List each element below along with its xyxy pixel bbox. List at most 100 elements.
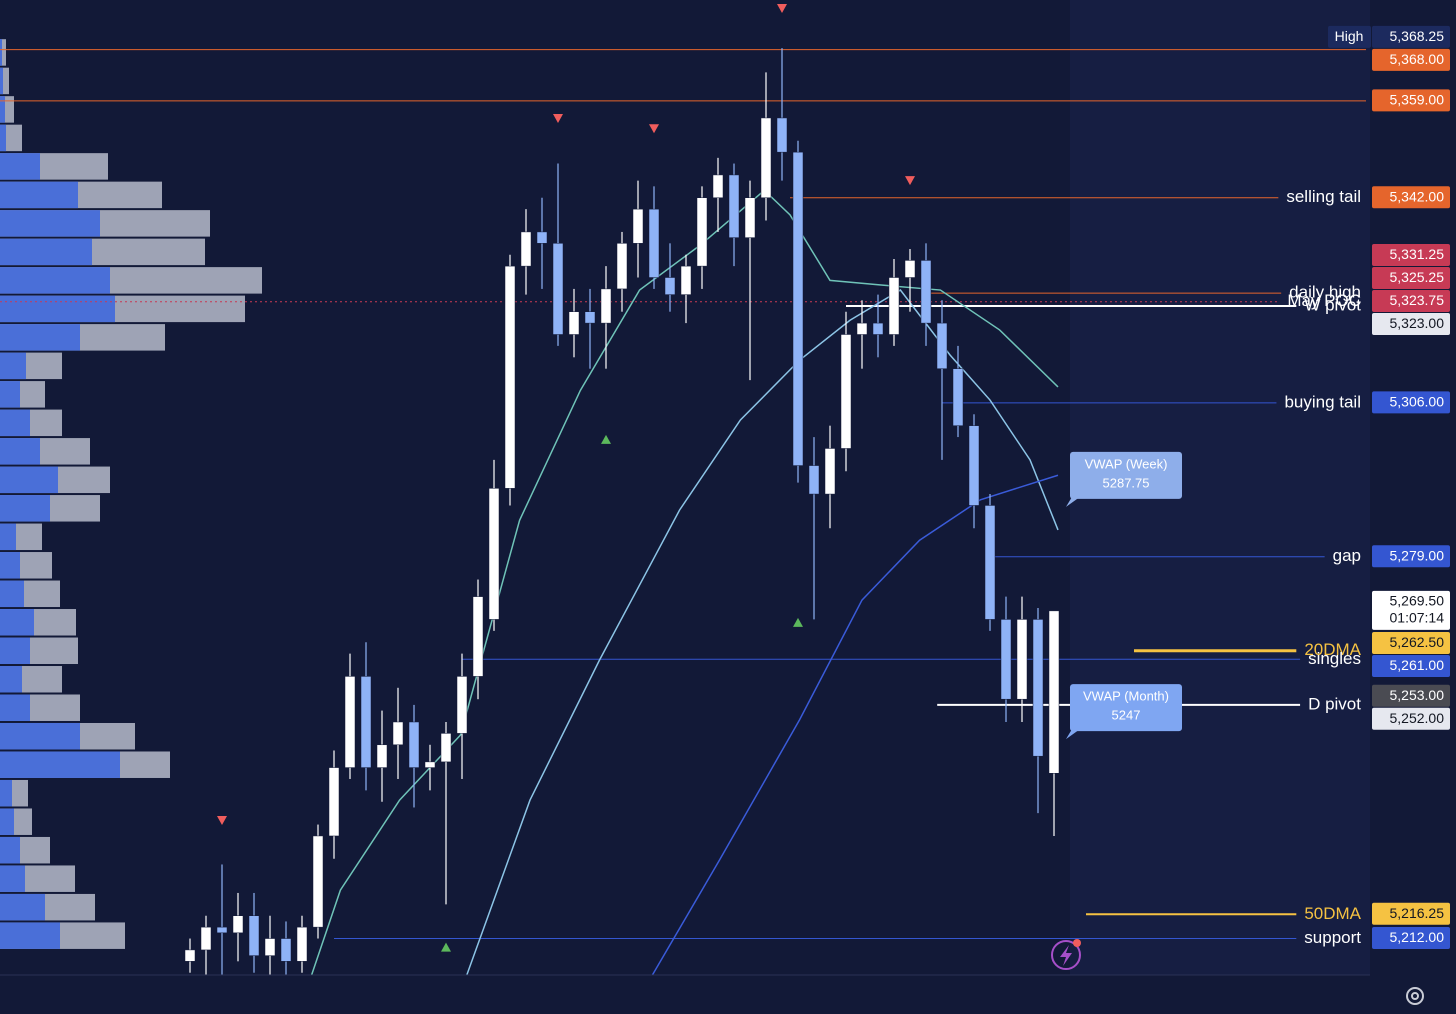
candles [184, 48, 1060, 985]
moving-average [651, 474, 1059, 976]
price-tags: 5,368.25 High 5,368.00 5,359.00 5,342.00 5,33… [1328, 25, 1450, 950]
candle-body [856, 322, 868, 335]
candle-body [504, 265, 516, 489]
candle-body [600, 288, 612, 324]
profile-total [0, 67, 9, 95]
profile-buy [0, 609, 34, 636]
price-tag [1372, 312, 1450, 335]
candle-body [936, 322, 948, 369]
badge-label: High [1335, 28, 1364, 44]
price-tag [1372, 632, 1450, 655]
vwap-pointer [1066, 496, 1080, 507]
profile-buy [0, 466, 58, 494]
price-tag [1372, 684, 1450, 707]
vwap-bg [1070, 451, 1182, 499]
signal-marker [601, 434, 611, 444]
candle-body [536, 231, 548, 244]
profile-buy [0, 495, 50, 522]
price-tag [1372, 48, 1450, 71]
profile-buy [0, 295, 115, 323]
alert-bolt [1060, 945, 1072, 966]
profile-buy [0, 552, 20, 579]
candle-body [328, 767, 340, 837]
signal-marker [553, 113, 563, 123]
profile-buy [0, 580, 24, 608]
vwap-box: VWAP (Month) 5247 [1066, 684, 1182, 740]
profile-buy [0, 267, 110, 294]
countdown: 01:07:14 [1390, 610, 1445, 626]
vwap-value: 5247 [1112, 708, 1141, 723]
price-tag-label: 5,269.50 [1390, 593, 1445, 609]
candle-body [824, 448, 836, 495]
level-name: 20DMA [1304, 640, 1361, 659]
profile-buy [0, 153, 40, 180]
profile-buy [0, 352, 26, 380]
signal-marker [217, 816, 227, 826]
profile-buy [0, 238, 92, 266]
candle-body [776, 117, 788, 153]
price-tag [1372, 186, 1450, 209]
candle-body [664, 277, 676, 295]
settings-button[interactable] [1406, 987, 1424, 1005]
price-tag [1372, 391, 1450, 414]
price-tag-label: 5,359.00 [1390, 92, 1445, 108]
candle-body [840, 334, 852, 449]
signal-marker [441, 942, 451, 952]
price-tag-label: 5,331.25 [1390, 246, 1445, 262]
vwap-box: VWAP (Week) 5287.75 [1066, 451, 1182, 507]
profile-total [0, 39, 6, 66]
profile-buy [0, 666, 22, 693]
price-tag-label: 5,325.25 [1390, 269, 1445, 285]
level-name: singles [1308, 649, 1361, 668]
price-axis [1370, 0, 1456, 1014]
time-axis [0, 975, 1456, 1014]
price-tag [1372, 25, 1450, 48]
candle-body [248, 915, 260, 956]
price-tag-label: 5,342.00 [1390, 188, 1445, 204]
price-tag [1372, 545, 1450, 568]
candle-body [920, 260, 932, 324]
candle-body [488, 488, 500, 620]
profile-buy [0, 210, 100, 237]
candle-body [312, 835, 324, 928]
price-tag [1372, 89, 1450, 112]
price-tag [1372, 655, 1450, 678]
signal-marker [777, 3, 787, 13]
candle-body [376, 744, 388, 768]
signal-marker [793, 617, 803, 627]
vwap-name: VWAP (Week) [1085, 456, 1168, 471]
candle-body [888, 277, 900, 335]
profile-buy [0, 779, 12, 807]
candle-body [456, 676, 468, 734]
price-tag [1372, 902, 1450, 925]
candle-body [344, 676, 356, 768]
profile-buy [0, 523, 16, 551]
profile-buy [0, 637, 30, 665]
price-tag [1372, 243, 1450, 266]
candle-body [872, 322, 884, 335]
candle-body [392, 721, 404, 746]
candle-body [280, 938, 292, 962]
price-tag-label: 5,323.75 [1390, 292, 1445, 308]
vwap-pointer [1066, 729, 1080, 740]
price-tag-label: 5,261.00 [1390, 657, 1445, 673]
candle-body [760, 117, 772, 198]
alert-dot [1073, 939, 1081, 947]
price-tag-label: 5,368.25 [1390, 28, 1445, 44]
candle-body [296, 926, 308, 962]
candle-body [984, 505, 996, 620]
candle-body [648, 208, 660, 278]
signal-marker [649, 124, 659, 134]
price-tag [1372, 266, 1450, 289]
profile-buy [0, 694, 30, 721]
alert-icon[interactable] [1051, 939, 1081, 970]
candle-body [440, 733, 452, 763]
price-tag [1372, 289, 1450, 312]
settings-hub [1411, 992, 1419, 1000]
moving-average [466, 289, 1059, 976]
profile-buy [0, 381, 20, 408]
price-tag [1372, 590, 1450, 630]
candle-body [712, 174, 724, 198]
